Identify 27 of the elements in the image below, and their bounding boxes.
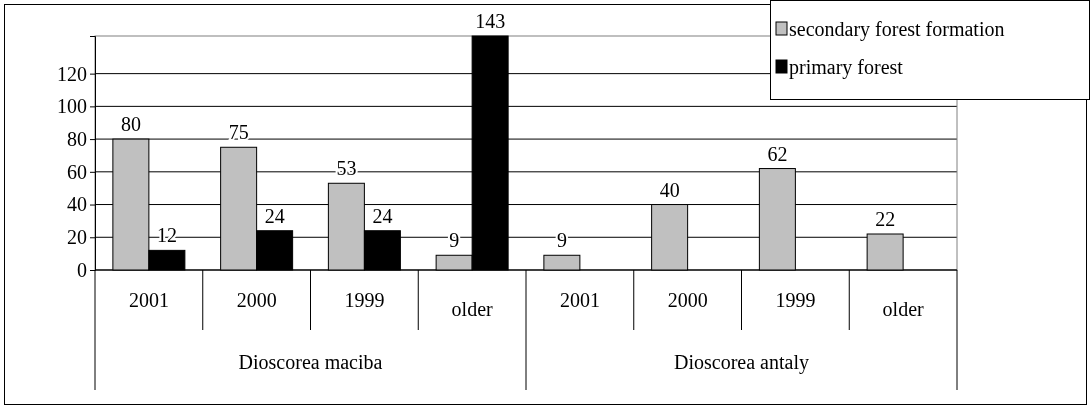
- x-tick-label: 2000: [236, 289, 277, 311]
- y-tick-label: 120: [57, 62, 87, 85]
- text: Dioscorea maciba: [238, 351, 383, 373]
- x-tick-label: older: [882, 298, 925, 320]
- x-tick-label: 2000: [667, 289, 708, 311]
- x-tick-label: 1999: [775, 289, 816, 311]
- y-tick-label: 100: [57, 95, 87, 118]
- y-tick-label: 0: [77, 258, 87, 281]
- data-label: 75: [228, 121, 249, 144]
- data-label: 24: [372, 204, 393, 227]
- data-label: 143: [475, 10, 506, 32]
- legend-label: primary forest: [789, 56, 904, 79]
- y-tick-label: 40: [67, 193, 87, 216]
- y-tick-label: 80: [67, 127, 87, 150]
- x-tick-label: 2001: [559, 289, 600, 311]
- x-tick-label: older: [451, 298, 494, 320]
- data-label: 24: [264, 204, 285, 227]
- data-label: 80: [120, 113, 141, 136]
- x-tick-label: 2001: [128, 289, 169, 311]
- x-tick-label: 1999: [344, 289, 385, 311]
- data-label: 40: [659, 178, 680, 201]
- legend-label: secondary forest formation: [789, 18, 1005, 41]
- y-tick-label: 20: [67, 226, 87, 249]
- y-tick-label: 60: [67, 160, 87, 183]
- data-label: 62: [767, 142, 788, 165]
- data-label: 22: [875, 208, 896, 230]
- text: Dioscorea antaly: [674, 351, 809, 374]
